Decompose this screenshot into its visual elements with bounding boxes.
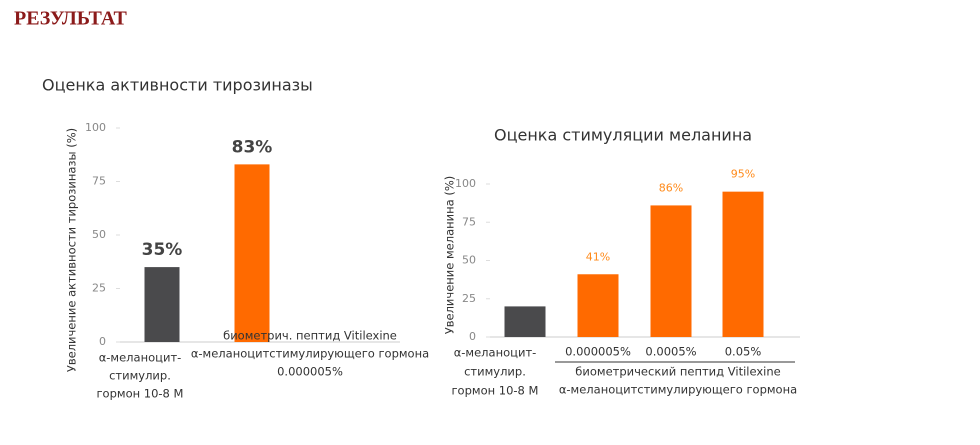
x-tick-label: стимулир. [109,369,171,383]
x-tick-label: α-меланоцитстимулирующего гормона [191,347,429,361]
x-tick-label: 0.0005% [645,345,696,359]
y-tick-label: 0 [469,330,476,343]
x-tick-label: стимулир. [464,365,526,379]
y-tick-label: 100 [85,121,106,134]
chart-title: Оценка стимуляции меланина [494,126,752,145]
value-label: 41% [586,250,610,263]
x-tick-label: 0.000005% [565,345,631,359]
y-tick-label: 0 [99,335,106,348]
value-label: 86% [659,181,683,194]
bar [722,191,764,337]
y-tick-label: 75 [92,175,106,188]
y-tick-label: 50 [92,228,106,241]
heading: РЕЗУЛЬТАТ [14,8,128,30]
bar [577,274,619,337]
value-label: 83% [232,137,273,157]
y-tick-label: 50 [462,254,476,267]
value-label: 95% [731,168,755,181]
x-tick-label: гормон 10-8 М [452,384,539,398]
x-tick-label: α-меланоцит- [99,351,182,365]
group-label: α-меланоцитстимулирующего гормона [559,383,797,397]
x-tick-label: 0.05% [725,345,762,359]
bar [234,164,270,342]
y-axis-label: Увеличение активности тирозиназы (%) [65,128,79,372]
y-tick-label: 25 [92,282,106,295]
x-tick-label: биометрич. пептид Vitilexine [223,329,397,343]
x-tick-label: α-меланоцит- [454,346,537,360]
bar [144,267,180,342]
x-tick-label: гормон 10-8 М [97,387,184,401]
x-tick-label: 0.000005% [277,365,343,379]
bar [504,306,546,337]
y-tick-label: 100 [455,177,476,190]
group-label: биометрический пептид Vitilexine [575,365,780,379]
y-tick-label: 75 [462,215,476,228]
value-label: 35% [142,240,183,260]
y-axis-label: Увеличение меланина (%) [443,176,457,335]
bar [650,205,692,337]
chart-title: Оценка активности тирозиназы [42,76,313,95]
y-tick-label: 25 [462,292,476,305]
